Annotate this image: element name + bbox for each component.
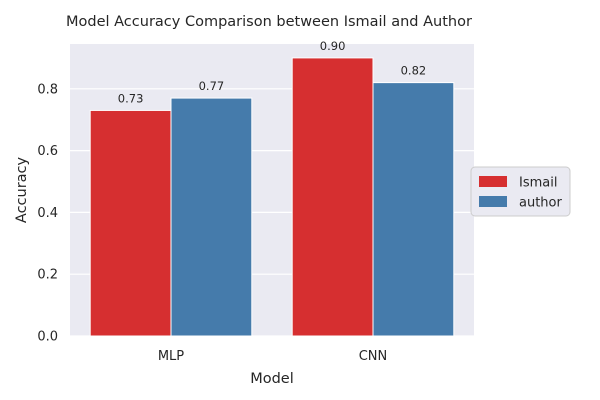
bar-value-label: 0.82 xyxy=(401,64,427,78)
x-axis-label: Model xyxy=(250,371,294,387)
value-labels: 0.73 0.77 0.90 0.82 xyxy=(118,39,426,106)
legend-label: author xyxy=(519,196,562,211)
y-tick-label: 0.4 xyxy=(37,206,58,221)
bar-author-cnn xyxy=(372,82,455,337)
y-tick-label: 0.2 xyxy=(37,268,58,283)
legend-label: Ismail xyxy=(519,176,557,191)
bar-value-label: 0.77 xyxy=(199,79,225,93)
y-tick-label: 0.8 xyxy=(37,82,58,97)
bar-ismail-cnn xyxy=(291,57,374,337)
legend-swatch xyxy=(479,176,507,187)
x-tick-label: CNN xyxy=(359,349,388,364)
legend[interactable]: Ismail author xyxy=(470,166,571,217)
bar-ismail-mlp xyxy=(89,109,172,337)
bar-author-mlp xyxy=(170,97,253,337)
chart-title: Model Accuracy Comparison between Ismail… xyxy=(66,14,472,30)
x-tick-labels: MLP CNN xyxy=(158,349,387,364)
bars xyxy=(89,57,455,337)
y-tick-label: 0.0 xyxy=(37,330,58,345)
y-tick-label: 0.6 xyxy=(37,144,58,159)
y-axis-label: Accuracy xyxy=(14,156,30,223)
bar-value-label: 0.73 xyxy=(118,91,144,105)
x-tick-label: MLP xyxy=(158,349,184,364)
y-tick-labels: 0.0 0.2 0.4 0.6 0.8 xyxy=(37,82,58,344)
legend-swatch xyxy=(479,196,507,207)
bar-value-label: 0.90 xyxy=(320,39,346,53)
